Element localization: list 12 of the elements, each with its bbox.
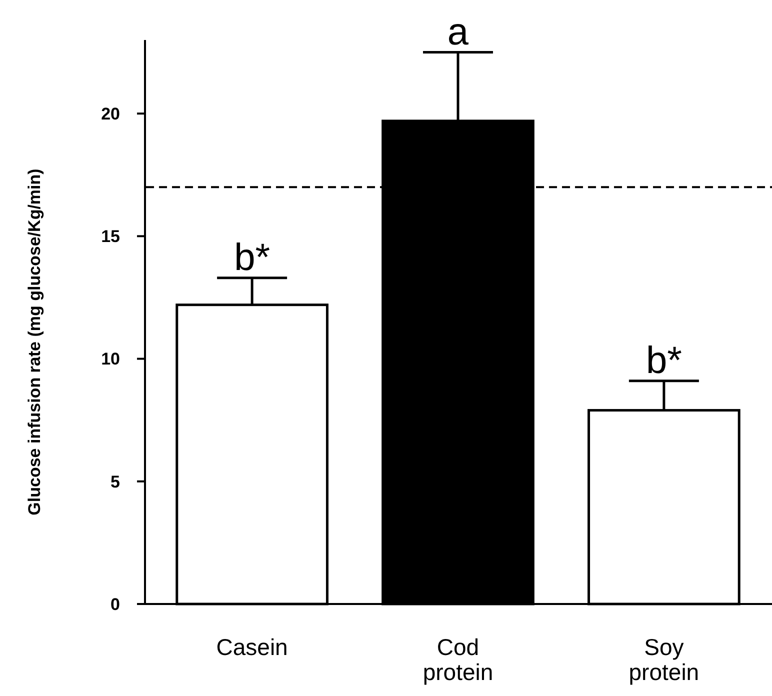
y-axis-title: Glucose infusion rate (mg glucose/Kg/min) [25, 168, 44, 516]
y-tick-label: 20 [101, 104, 120, 124]
y-tick-label: 15 [101, 227, 120, 246]
annotation: b* [234, 236, 270, 279]
x-tick-label: Cod protein [422, 634, 494, 685]
x-tick-label: Soy protein [628, 634, 700, 685]
annotation: a [447, 11, 470, 54]
y-tick-label: 0 [110, 594, 120, 614]
y-tick-label: 10 [101, 350, 120, 369]
y-tick-label: 5 [110, 472, 120, 492]
annotation: b* [646, 340, 682, 382]
x-tick-label: Casein [216, 634, 288, 660]
